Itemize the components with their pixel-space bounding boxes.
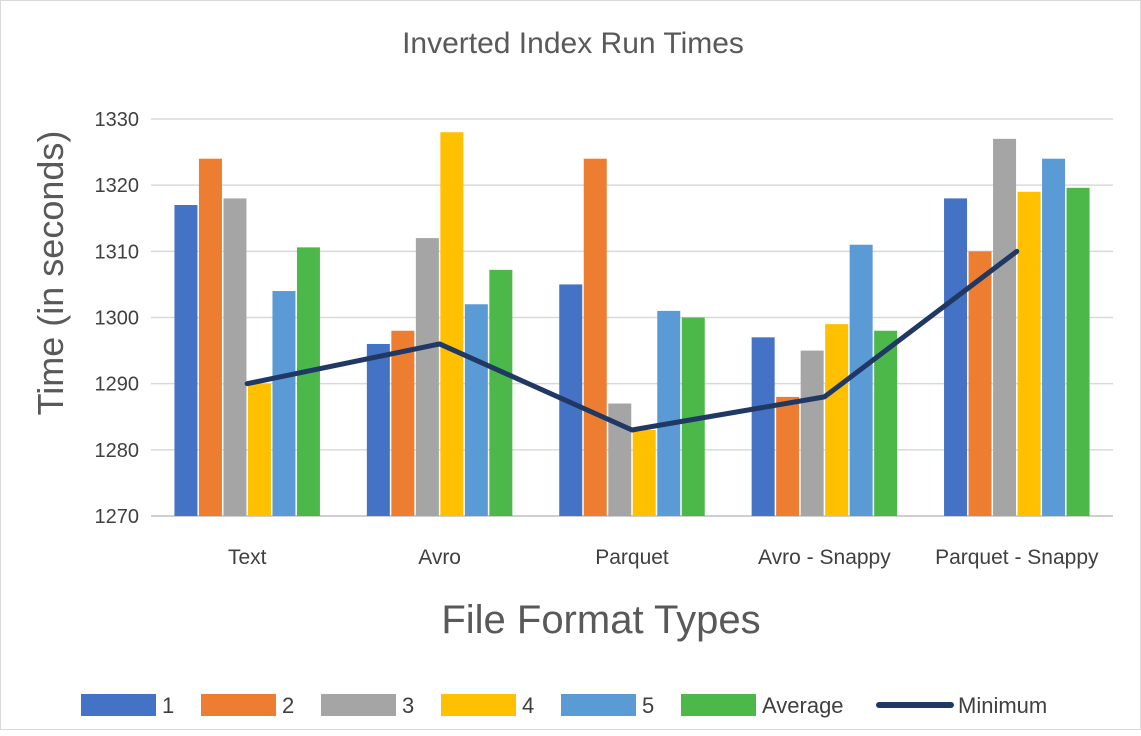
legend-label: 1 [162, 693, 174, 718]
legend-swatch [681, 694, 756, 716]
legend-label: Minimum [958, 693, 1047, 718]
bar-series-1-avro-snappy [751, 337, 775, 516]
bar-series-5-parquet [657, 310, 681, 516]
y-axis-label: Time (in seconds) [30, 131, 71, 416]
bar-series-2-parquet [583, 158, 607, 516]
bar-series-2-parquet-snappy [968, 251, 992, 517]
bar-series-3-parquet [608, 403, 632, 516]
x-tick-label: Avro - Snappy [758, 546, 891, 569]
y-tick-label: 1280 [95, 440, 140, 462]
minimum-line [244, 248, 1020, 433]
bar-series-4-avro-snappy [825, 324, 849, 516]
legend-label: 4 [522, 693, 534, 718]
legend-swatch [561, 694, 636, 716]
legend-swatch [81, 694, 156, 716]
bar-series-average-text [296, 247, 320, 516]
bar-series-4-parquet-snappy [1017, 191, 1041, 517]
x-tick-label: Parquet [595, 546, 669, 569]
legend-swatch [321, 694, 396, 716]
bar-series-5-text [272, 291, 296, 516]
bar-series-5-avro [464, 304, 488, 516]
bar-series-2-avro [391, 330, 415, 516]
bar-series-2-text [198, 158, 222, 516]
legend-label: 5 [642, 693, 654, 718]
bar-series-1-text [174, 205, 198, 516]
bars [174, 132, 1090, 517]
y-tick-label: 1270 [95, 506, 140, 528]
bar-series-average-avro-snappy [874, 330, 898, 516]
bar-series-average-parquet [681, 317, 705, 516]
legend-label: Average [762, 693, 844, 718]
minimum-line-layer [244, 248, 1020, 433]
legend-label: 3 [402, 693, 414, 718]
bar-series-4-text [247, 383, 271, 516]
chart-title: Inverted Index Run Times [402, 27, 744, 60]
bar-series-3-text [223, 198, 247, 516]
bar-series-3-avro [415, 238, 439, 516]
bar-series-1-parquet-snappy [944, 198, 968, 516]
bar-series-2-avro-snappy [776, 396, 800, 516]
x-axis-label: File Format Types [441, 598, 760, 642]
bar-series-5-parquet-snappy [1042, 158, 1066, 516]
y-tick-label: 1300 [95, 308, 140, 330]
legend-swatch [201, 694, 276, 716]
legend: 1 2 3 4 5 Average Minimum [81, 693, 1047, 718]
bar-series-4-parquet [632, 429, 656, 516]
x-tick-label: Avro [418, 546, 461, 569]
x-tick-label: Text [228, 546, 267, 569]
bar-series-4-avro [440, 132, 464, 516]
x-tick-labels: Text Avro Parquet Avro - Snappy Parquet - Sn… [228, 546, 1099, 569]
bar-series-5-avro-snappy [849, 244, 873, 516]
bar-series-3-parquet-snappy [993, 138, 1017, 516]
legend-label: 2 [282, 693, 294, 718]
bar-series-average-avro [489, 269, 513, 516]
bar-series-average-parquet-snappy [1066, 187, 1090, 516]
y-tick-label: 1320 [95, 175, 140, 197]
bar-series-3-avro-snappy [800, 350, 824, 516]
legend-swatch [441, 694, 516, 716]
y-tick-label: 1310 [95, 241, 140, 263]
bar-series-1-avro [366, 343, 390, 516]
y-tick-labels: 1270 1280 1290 1300 1310 1320 1330 [95, 109, 140, 528]
x-tick-label: Parquet - Snappy [935, 546, 1099, 569]
y-tick-label: 1330 [95, 109, 140, 131]
y-tick-label: 1290 [95, 374, 140, 396]
